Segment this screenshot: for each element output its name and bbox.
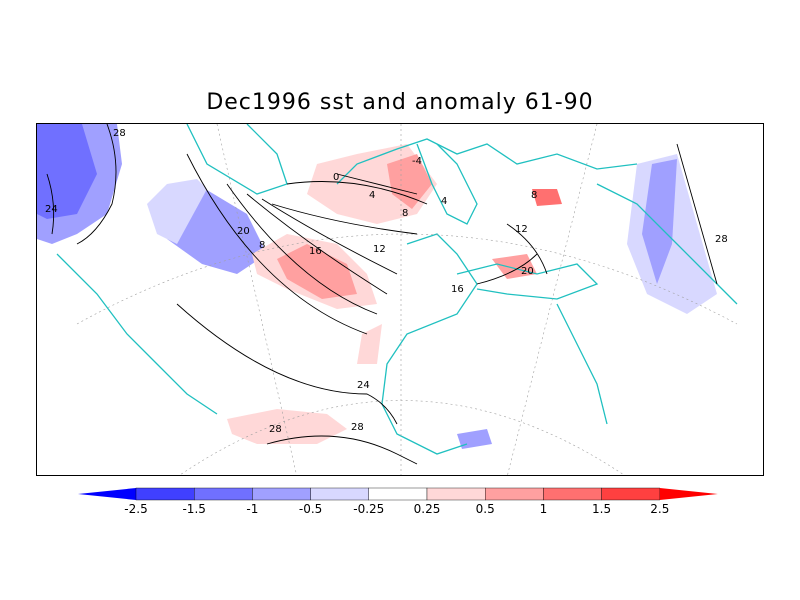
coast-north-america xyxy=(56,253,218,415)
map-panel: 28 24 20 16 12 8 4 0 -4 4 8 12 16 20 24 … xyxy=(36,123,764,476)
colorbar-tick-label: -0.5 xyxy=(298,502,323,516)
contour-4 xyxy=(271,203,418,235)
colorbar-arrow-min xyxy=(78,488,136,500)
colorbar-tick-label: -0.25 xyxy=(353,502,385,516)
contour-12-east xyxy=(506,223,548,275)
contour-28-east xyxy=(676,143,718,285)
graticule xyxy=(76,124,738,475)
svg-text:20: 20 xyxy=(521,266,534,277)
anomaly-positive-caspian xyxy=(532,189,562,206)
colorbar-swatch xyxy=(193,487,253,501)
anomaly-positive-atlantic-inner xyxy=(277,244,357,299)
colorbar-tick-label: 2.5 xyxy=(650,502,670,516)
contour-28-south xyxy=(266,435,418,465)
svg-text:20: 20 xyxy=(237,226,250,237)
svg-text:-4: -4 xyxy=(412,156,422,167)
contour-0 xyxy=(286,181,428,205)
colorbar-swatch xyxy=(135,487,195,501)
svg-text:28: 28 xyxy=(351,422,364,433)
colorbar-tick-label: -2.5 xyxy=(124,502,148,516)
svg-text:28: 28 xyxy=(269,424,282,435)
colorbar-arrow-max xyxy=(659,488,718,500)
svg-text:24: 24 xyxy=(45,204,58,215)
anomaly-positive-west-africa xyxy=(357,324,382,364)
colorbar-swatch xyxy=(426,487,486,501)
contour-24-west xyxy=(46,173,55,235)
colorbar-swatch xyxy=(543,487,602,501)
svg-text:0: 0 xyxy=(333,172,339,183)
svg-text:28: 28 xyxy=(715,234,728,245)
map-title: Dec1996 sst and anomaly 61-90 xyxy=(206,90,594,115)
coast-greenland xyxy=(186,124,288,195)
svg-text:16: 16 xyxy=(451,284,464,295)
svg-text:12: 12 xyxy=(373,244,386,255)
colorbar-tick-label: 1.5 xyxy=(592,502,612,516)
anomaly-negative-newfoundland-light xyxy=(147,179,207,244)
svg-text:28: 28 xyxy=(113,128,126,139)
svg-text:8: 8 xyxy=(402,208,408,219)
colorbar-tick-label: 0.25 xyxy=(413,502,441,516)
colorbar-swatch xyxy=(252,487,311,501)
colorbar-swatch xyxy=(368,487,428,501)
anomaly-positive-med xyxy=(492,254,537,279)
svg-text:8: 8 xyxy=(531,190,537,201)
svg-text:4: 4 xyxy=(369,190,375,201)
svg-text:4: 4 xyxy=(441,196,447,207)
contour-28-west xyxy=(76,124,117,245)
contour-neg4 xyxy=(336,173,418,195)
svg-text:8: 8 xyxy=(259,240,265,251)
contour-8 xyxy=(261,198,398,275)
contour-labels: 28 24 20 16 12 8 4 0 -4 4 8 12 16 20 24 … xyxy=(45,128,728,435)
svg-text:16: 16 xyxy=(309,246,322,257)
colorbar-tick-label: 1 xyxy=(539,502,548,516)
coastlines xyxy=(56,124,738,455)
svg-text:24: 24 xyxy=(357,380,370,391)
coast-africa-east xyxy=(556,303,608,425)
colorbar-tick-label: -1.5 xyxy=(182,502,206,516)
svg-text:12: 12 xyxy=(515,224,528,235)
coast-asia xyxy=(596,183,738,305)
coast-europe-north xyxy=(336,138,638,185)
coast-med xyxy=(456,263,599,300)
anomaly-negative-asia-inner xyxy=(642,159,677,284)
coast-scandinavia xyxy=(416,143,478,225)
colorbar-tick-label: -1 xyxy=(246,502,259,516)
contour-12 xyxy=(246,193,388,295)
colorbar-tick-label: 0.5 xyxy=(475,502,495,516)
contour-16 xyxy=(226,183,378,315)
anomaly-positive-north-sea-inner xyxy=(387,154,432,209)
colorbar-swatch xyxy=(601,487,660,501)
contour-24-south xyxy=(176,303,398,425)
colorbar-swatch xyxy=(485,487,544,501)
coast-iberia-africa xyxy=(381,233,478,455)
colorbar-swatch xyxy=(310,487,370,501)
contour-20-east xyxy=(476,253,538,285)
anomaly-positive-tropical xyxy=(227,409,347,444)
sst-contours xyxy=(46,124,718,465)
contour-20 xyxy=(186,153,368,335)
map-canvas: 28 24 20 16 12 8 4 0 -4 4 8 12 16 20 24 … xyxy=(37,124,738,475)
colorbar xyxy=(78,487,718,501)
